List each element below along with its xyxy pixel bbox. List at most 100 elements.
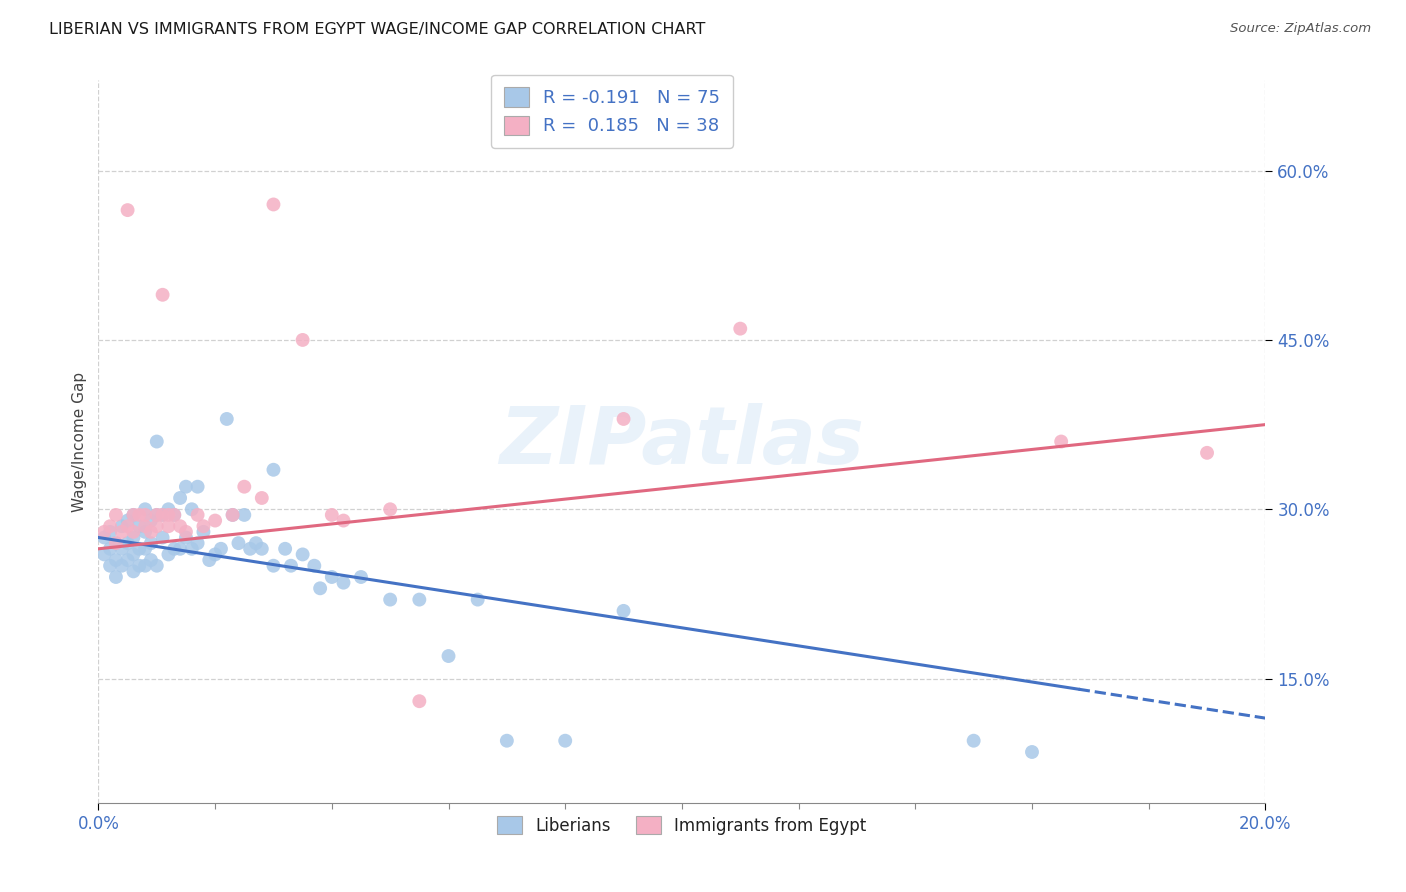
Point [111, 524, 134, 539]
Point [152, 531, 174, 545]
Point [122, 524, 145, 539]
Point [134, 519, 156, 533]
Point [122, 548, 145, 562]
Point [98, 558, 121, 573]
Point [117, 519, 139, 533]
Point [128, 519, 150, 533]
Point [157, 508, 180, 522]
Legend: Liberians, Immigrants from Egypt: Liberians, Immigrants from Egypt [491, 809, 873, 841]
Point [180, 502, 202, 516]
Point [104, 536, 127, 550]
Point [111, 558, 134, 573]
Point [169, 541, 191, 556]
Point [245, 536, 267, 550]
Point [146, 508, 169, 522]
Point [117, 553, 139, 567]
Point [467, 592, 489, 607]
Point [304, 558, 326, 573]
Point [117, 514, 139, 528]
Point [128, 508, 150, 522]
Point [233, 480, 256, 494]
Point [280, 558, 302, 573]
Point [122, 508, 145, 522]
Point [496, 733, 519, 747]
Point [239, 541, 262, 556]
Text: ZIPatlas: ZIPatlas [499, 402, 865, 481]
Point [146, 434, 169, 449]
Point [380, 502, 402, 516]
Point [134, 541, 156, 556]
Point [221, 508, 243, 522]
Point [157, 519, 180, 533]
Point [221, 508, 243, 522]
Point [117, 536, 139, 550]
Point [321, 508, 343, 522]
Point [157, 548, 180, 562]
Point [134, 508, 156, 522]
Point [962, 733, 984, 747]
Point [134, 524, 156, 539]
Point [309, 582, 332, 596]
Point [180, 541, 202, 556]
Point [291, 548, 314, 562]
Point [215, 412, 238, 426]
Point [204, 514, 226, 528]
Point [122, 565, 145, 579]
Point [380, 592, 402, 607]
Point [408, 694, 430, 708]
Point [104, 570, 127, 584]
Point [93, 548, 115, 562]
Point [117, 203, 139, 218]
Point [187, 480, 209, 494]
Point [332, 575, 354, 590]
Point [169, 491, 191, 505]
Point [262, 558, 284, 573]
Point [146, 508, 169, 522]
Point [128, 541, 150, 556]
Point [174, 480, 197, 494]
Point [163, 508, 186, 522]
Point [730, 321, 752, 335]
Point [139, 524, 162, 539]
Point [122, 508, 145, 522]
Point [437, 648, 460, 663]
Point [1050, 434, 1073, 449]
Text: LIBERIAN VS IMMIGRANTS FROM EGYPT WAGE/INCOME GAP CORRELATION CHART: LIBERIAN VS IMMIGRANTS FROM EGYPT WAGE/I… [49, 22, 706, 37]
Point [209, 541, 232, 556]
Point [163, 508, 186, 522]
Point [262, 463, 284, 477]
Point [233, 508, 256, 522]
Point [98, 519, 121, 533]
Point [139, 553, 162, 567]
Point [128, 558, 150, 573]
Point [198, 553, 221, 567]
Point [104, 553, 127, 567]
Point [139, 536, 162, 550]
Point [350, 570, 373, 584]
Point [274, 541, 297, 556]
Point [139, 514, 162, 528]
Point [408, 592, 430, 607]
Point [169, 519, 191, 533]
Point [228, 536, 250, 550]
Point [250, 491, 273, 505]
Point [321, 570, 343, 584]
Point [157, 502, 180, 516]
Point [187, 536, 209, 550]
Point [134, 558, 156, 573]
Point [134, 502, 156, 516]
Point [204, 548, 226, 562]
Point [1195, 446, 1218, 460]
Point [98, 524, 121, 539]
Point [193, 524, 215, 539]
Point [332, 514, 354, 528]
Point [1021, 745, 1043, 759]
Point [111, 519, 134, 533]
Point [554, 733, 576, 747]
Text: Source: ZipAtlas.com: Source: ZipAtlas.com [1230, 22, 1371, 36]
Point [262, 197, 284, 211]
Point [163, 541, 186, 556]
Point [146, 519, 169, 533]
Point [104, 508, 127, 522]
Y-axis label: Wage/Income Gap: Wage/Income Gap [72, 371, 87, 512]
